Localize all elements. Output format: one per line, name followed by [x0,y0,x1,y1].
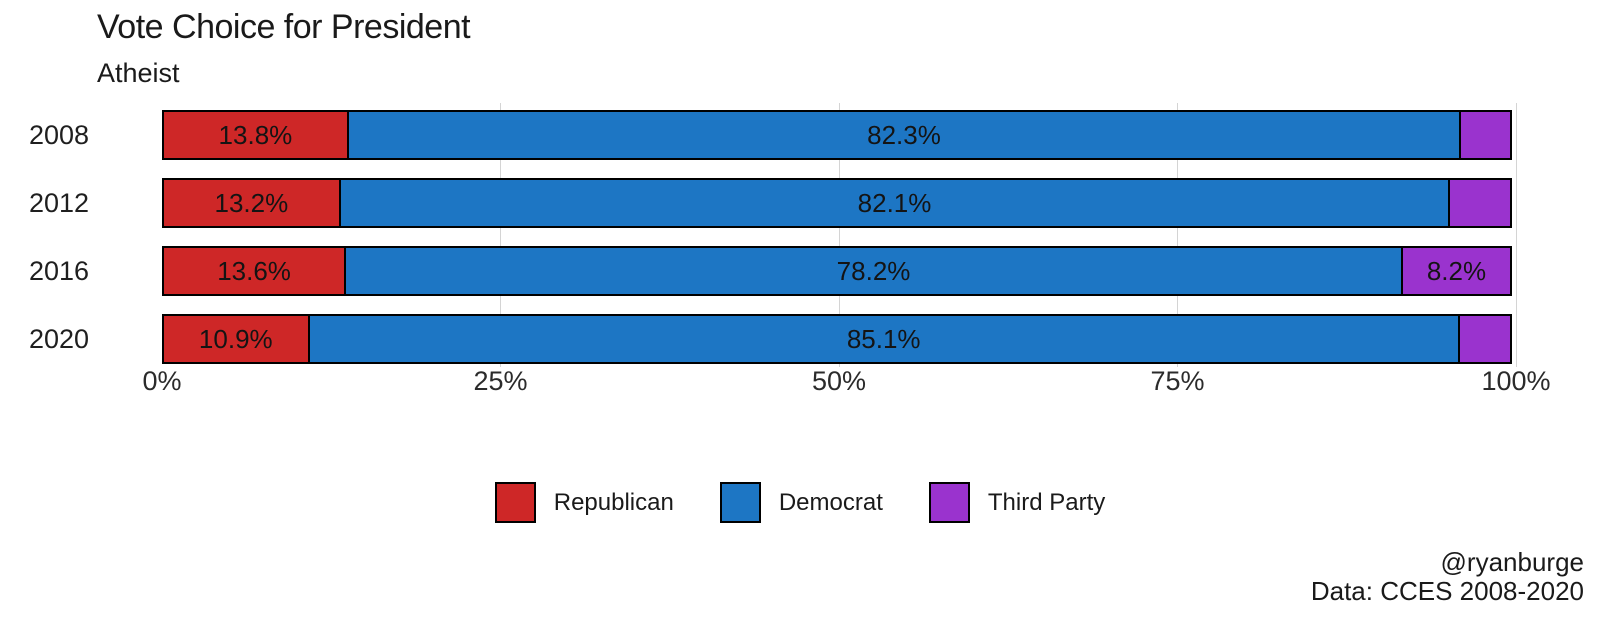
bar-row-2016: 13.6% 78.2% 8.2% [162,246,1516,296]
bar-segment-republican-2016: 13.6% [162,246,347,296]
bar-segment-third_party-2020 [1457,314,1512,364]
democrat-swatch-icon [719,482,761,523]
legend: Republican Democrat Third Party [0,482,1600,523]
x-axis-tick: 50% [811,366,867,396]
y-axis-year-label: 2012 [28,188,90,218]
legend-label: Third Party [987,488,1106,516]
bar-row-2008: 13.8% 82.3% [162,110,1516,160]
bar-segment-republican-2008: 13.8% [162,110,349,160]
legend-item-democrat: Democrat [719,482,883,523]
gridline [1515,103,1517,367]
bar-segment-democrat-2016: 78.2% [344,246,1403,296]
x-axis-tick: 25% [473,366,528,396]
third-party-swatch-icon [928,482,970,523]
bar-segment-third_party-2008 [1459,110,1512,160]
republican-swatch-icon [494,482,536,523]
legend-item-republican: Republican [494,482,674,523]
x-axis-tick: 0% [142,366,182,396]
bar-segment-democrat-2020: 85.1% [307,314,1460,364]
gridline [500,103,501,367]
plot-area: 0% 25% 50% 75% 100% 2008 13.8% 82.3% 2012 13.2% 82… [28,103,1551,396]
gridline [1177,103,1178,367]
bar-row-2020: 10.9% 85.1% [162,314,1516,364]
footer-handle: @ryanburge [1440,547,1584,577]
footer-credits: @ryanburge Data: CCES 2008-2020 [1311,548,1584,606]
bar-segment-democrat-2012: 82.1% [338,178,1451,228]
bar-segment-third_party-2012 [1448,178,1512,228]
legend-label: Republican [553,488,674,516]
legend-item-third-party: Third Party [928,482,1106,523]
bar-row-2012: 13.2% 82.1% [162,178,1516,228]
bar-segment-republican-2012: 13.2% [162,178,341,228]
bar-segment-third_party-2016: 8.2% [1400,246,1512,296]
gridline [838,103,840,367]
footer-source: Data: CCES 2008-2020 [1310,576,1584,606]
bar-segment-democrat-2008: 82.3% [346,110,1462,160]
page-subtitle: Atheist [97,58,180,88]
bar-segment-republican-2020: 10.9% [162,314,310,364]
x-axis-tick: 100% [1481,366,1551,396]
page-title: Vote Choice for President [97,8,471,46]
y-axis-year-label: 2008 [28,120,90,150]
y-axis-year-label: 2020 [28,324,90,354]
y-axis-year-label: 2016 [28,256,90,286]
legend-label: Democrat [778,488,883,516]
x-axis-tick: 75% [1150,366,1205,396]
